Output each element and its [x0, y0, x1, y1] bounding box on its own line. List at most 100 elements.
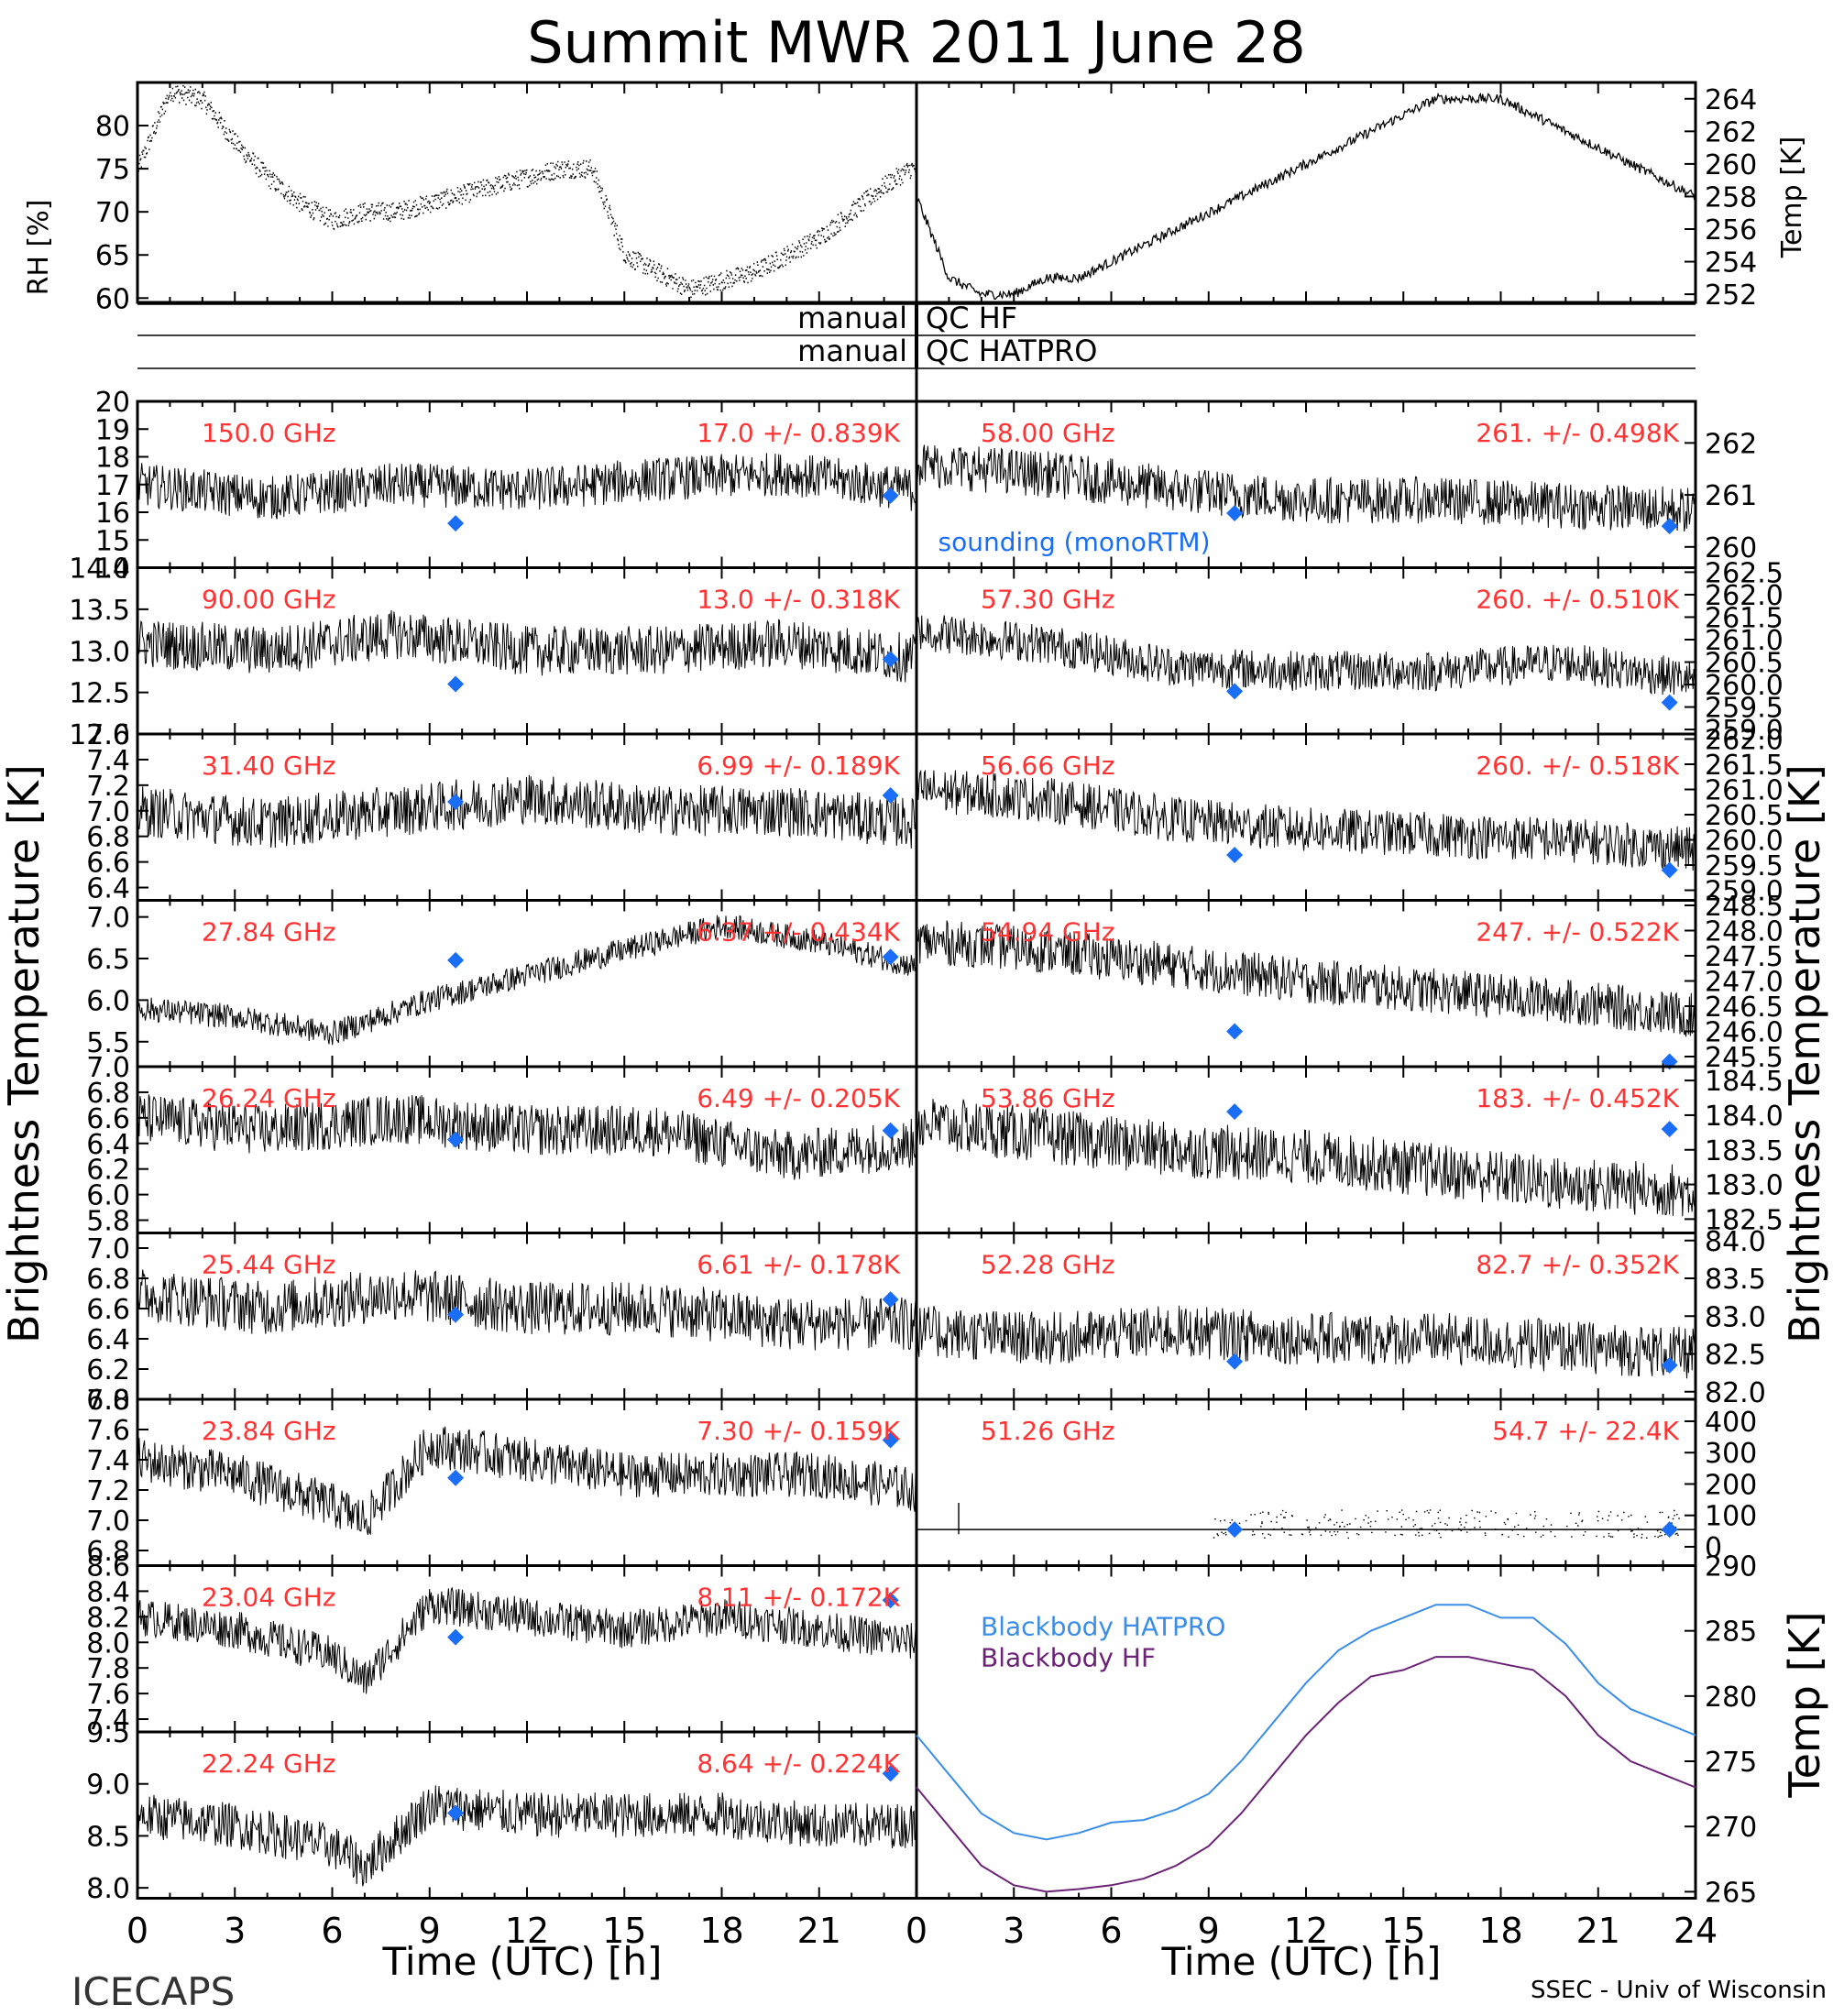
x-tick-label-right: 18: [1478, 1911, 1522, 1951]
ch3140-ytick-label: 6.4: [86, 873, 130, 905]
ch2384-ytick-label: 7.8: [86, 1385, 130, 1417]
ch5666-ytick-label: 262.0: [1705, 725, 1784, 757]
ch90-ytick-label: 14.0: [69, 553, 130, 586]
ch2544-ytick-label: 6.8: [86, 1264, 130, 1296]
panel-ch2384: 6.87.07.27.47.67.8 23.84 GHz 7.30 +/- 0.15…: [86, 1385, 918, 1568]
ch2384-sounding-point: [447, 1469, 465, 1486]
ch5494-sounding-point: [1226, 1023, 1244, 1040]
ch3140-stats-label: 6.99 +/- 0.189K: [697, 751, 900, 781]
ch2544-frequency-label: 25.44 GHz: [202, 1250, 336, 1280]
ch2224-trace: [137, 1785, 917, 1887]
ch2304-stats-label: 8.11 +/- 0.172K: [697, 1583, 900, 1613]
ch5666-ytick-label: 260.0: [1705, 826, 1784, 858]
ch150-ytick-label: 16: [95, 498, 130, 530]
ch5730-ytick-label: 260.0: [1705, 670, 1784, 702]
ch2304-ytick-label: 8.2: [86, 1602, 130, 1634]
ch5228-ytick-label: 83.0: [1705, 1301, 1766, 1333]
ch5386-sounding-point: [1226, 1103, 1244, 1121]
ch5730-ytick-label: 261.0: [1705, 625, 1784, 657]
temp-ytick-label: 264: [1705, 84, 1757, 116]
ch2624-frequency-label: 26.24 GHz: [202, 1083, 336, 1113]
x-tick-label-left: 15: [602, 1911, 646, 1951]
ch3140-frequency-label: 31.40 GHz: [202, 751, 336, 781]
panel-ch3140: 6.46.66.87.07.27.47.6 31.40 GHz 6.99 +/- 0…: [86, 719, 918, 905]
ch5126-outliers: [958, 1503, 1680, 1539]
ch3140-ytick-label: 7.6: [86, 719, 130, 751]
rh-panel: 60 65 70 75 80: [95, 81, 918, 315]
legend-bb-hatpro: Blackbody HATPRO: [981, 1612, 1225, 1642]
ch5228-frequency-label: 52.28 GHz: [981, 1250, 1115, 1280]
ch2384-trace: [137, 1426, 917, 1536]
ch5494-ytick-label: 245.5: [1705, 1042, 1784, 1074]
temp-ytick-label: 260: [1705, 149, 1757, 181]
ch5126-ytick-label: 0: [1705, 1532, 1722, 1564]
blackbody-ytick-label: 285: [1705, 1616, 1757, 1649]
ch5666-sounding-point: [1661, 861, 1678, 879]
x-tick-label-left: 12: [505, 1911, 549, 1951]
ch5730-ytick-label: 262.5: [1705, 557, 1784, 589]
ch5666-ytick-label: 259.0: [1705, 876, 1784, 908]
ch5386-ytick-label: 183.0: [1705, 1170, 1784, 1202]
ch2384-sounding-point: [882, 1431, 899, 1449]
rh-frame: [136, 81, 918, 304]
ch3140-ytick-label: 7.2: [86, 771, 130, 803]
blackbody-ytick-label: 270: [1705, 1812, 1757, 1844]
ch2304-ytick-label: 7.4: [86, 1704, 130, 1737]
ch5494-ytick-label: 247.5: [1705, 941, 1784, 973]
ch5126-frequency-label: 51.26 GHz: [981, 1416, 1115, 1446]
ch2304-sounding-point: [882, 1592, 899, 1609]
rh-ytick-label: 75: [95, 154, 130, 186]
rh-ytick-label: 80: [95, 111, 130, 143]
ch5386-ytick-label: 182.5: [1705, 1204, 1784, 1236]
panel-ch90: 12.0 12.5 13.0 13.5 14.0 90.00 GHz 13.0 +/- 0.…: [69, 553, 918, 751]
ch5666-sounding-point: [1226, 847, 1244, 863]
qc-hf-left-label: manual: [797, 301, 907, 335]
x-tick-label-right: 6: [1100, 1911, 1122, 1951]
ch5800-stats-label: 261. +/- 0.498K: [1476, 418, 1679, 448]
ch5494-trace: [916, 920, 1696, 1037]
ch5126-ytick-label: 300: [1705, 1438, 1757, 1470]
ch3140-ytick-label: 7.0: [86, 796, 130, 828]
blackbody-series-0: [916, 1604, 1696, 1841]
panel-ch2784: 5.5 6.0 6.5 7.0 27.84 GHz 6.37 +/- 0.434K: [86, 899, 918, 1068]
ch5730-ytick-label: 259.5: [1705, 693, 1784, 725]
tb-right-axis-title: Brightness Temperature [K]: [1780, 764, 1829, 1343]
ch3140-ytick-label: 6.6: [86, 848, 130, 880]
ch5730-ytick-label: 262.0: [1705, 580, 1784, 612]
ch5666-ytick-label: 260.5: [1705, 800, 1784, 832]
ch2384-stats-label: 7.30 +/- 0.159K: [697, 1416, 900, 1446]
x-tick-label-left: 21: [797, 1911, 841, 1951]
ch90-stats-label: 13.0 +/- 0.318K: [697, 585, 900, 615]
ch90-trace: [137, 609, 917, 683]
ch5730-stats-label: 260. +/- 0.510K: [1476, 585, 1679, 615]
ch150-ytick-label: 19: [95, 414, 130, 446]
ch5386-stats-label: 183. +/- 0.452K: [1476, 1083, 1679, 1113]
ch5800-ytick-label: 260: [1705, 532, 1757, 564]
temp-ytick-label: 262: [1705, 116, 1757, 148]
ch150-ytick-label: 20: [95, 387, 130, 419]
ch2224-frequency-label: 22.24 GHz: [202, 1748, 336, 1779]
x-axis-ticks: 0 3 6 9 12 15 18 21 0 3 6 9 12 15 18 21 24: [126, 1911, 1718, 1951]
ch2624-trace: [137, 1094, 917, 1180]
ch90-ytick-label: 13.0: [69, 636, 130, 668]
ch150-ytick-label: 18: [95, 443, 130, 475]
ch2544-ytick-label: 6.4: [86, 1324, 130, 1356]
ch2624-ytick-label: 6.8: [86, 1078, 130, 1110]
ch90-frequency-label: 90.00 GHz: [202, 585, 336, 615]
ch90-ytick-label: 13.5: [69, 595, 130, 627]
ch5666-stats-label: 260. +/- 0.518K: [1476, 751, 1679, 781]
ch2624-sounding-point: [882, 1122, 899, 1139]
blackbody-ytick-label: 275: [1705, 1747, 1757, 1779]
ch5730-ytick-label: 259.0: [1705, 715, 1784, 747]
temp-trace: [916, 92, 1696, 301]
ch2544-sounding-point: [447, 1306, 465, 1323]
rh-ytick-label: 70: [95, 197, 130, 229]
footer-icecaps: ICECAPS: [71, 1969, 235, 2014]
ch5730-ytick-label: 261.5: [1705, 602, 1784, 634]
ch2224-ytick-label: 9.0: [86, 1769, 130, 1802]
ch150-sounding-point: [447, 515, 465, 532]
temp-ytick-label: 256: [1705, 214, 1757, 247]
ch5386-trace: [916, 1099, 1696, 1217]
